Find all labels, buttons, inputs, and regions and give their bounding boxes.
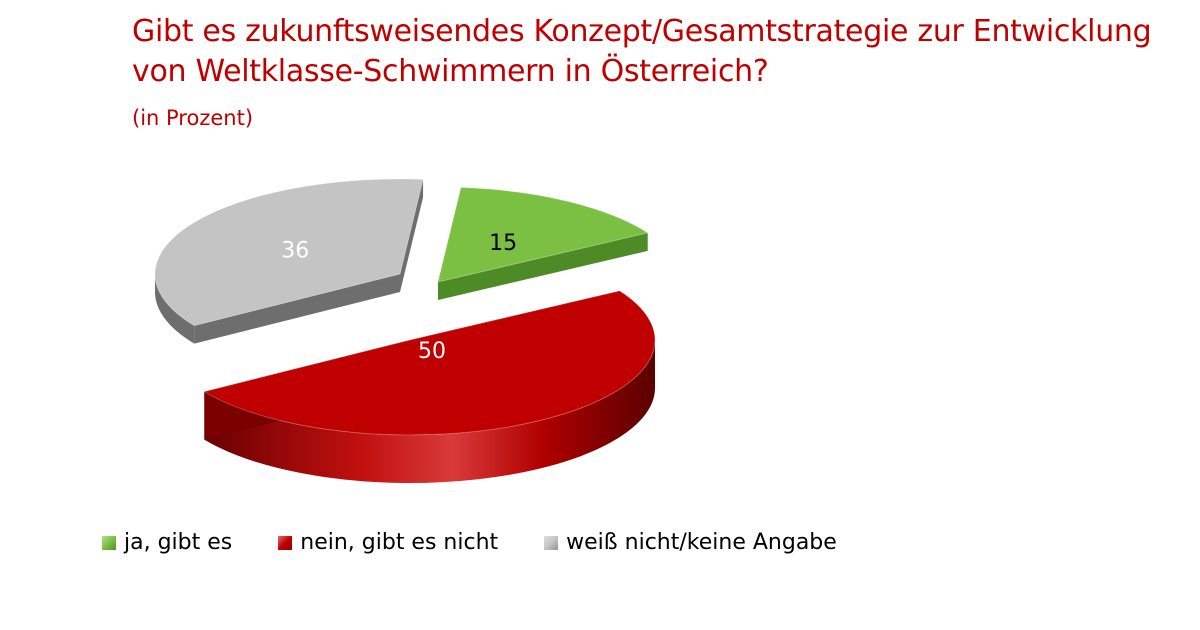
chart-title: Gibt es zukunftsweisendes Konzept/Gesamt…	[132, 14, 1152, 89]
slice-nein-side	[204, 340, 655, 483]
slice-ja-edge	[438, 232, 648, 300]
slice-weiss-nicht-edge	[194, 274, 400, 344]
legend-swatch-green	[102, 535, 116, 550]
slice-ja	[437, 186, 649, 283]
legend-swatch-red	[278, 535, 293, 550]
slice-weiss-nicht-edge	[400, 179, 424, 292]
legend-swatch-grey	[544, 535, 559, 550]
legend-item-ja: ja, gibt es	[102, 530, 232, 555]
slice-weiss-nicht	[154, 178, 424, 327]
label-nein: 50	[418, 339, 446, 364]
legend-label: ja, gibt es	[124, 530, 233, 555]
chart-subtitle: (in Prozent)	[132, 106, 254, 130]
legend-item-weiss-nicht: weiß nicht/keine Angabe	[544, 530, 837, 555]
slice-weiss-nicht-side	[155, 275, 195, 344]
legend-label: weiß nicht/keine Angabe	[566, 530, 837, 555]
label-ja: 15	[489, 231, 517, 256]
slice-nein	[203, 290, 656, 436]
chart-legend: ja, gibt es nein, gibt es nicht weiß nic…	[102, 530, 883, 555]
legend-label: nein, gibt es nicht	[300, 530, 499, 555]
title-block: Gibt es zukunftsweisendes Konzept/Gesamt…	[132, 12, 1172, 130]
legend-item-nein: nein, gibt es nicht	[278, 530, 498, 555]
label-weiss-nicht: 36	[281, 238, 309, 263]
